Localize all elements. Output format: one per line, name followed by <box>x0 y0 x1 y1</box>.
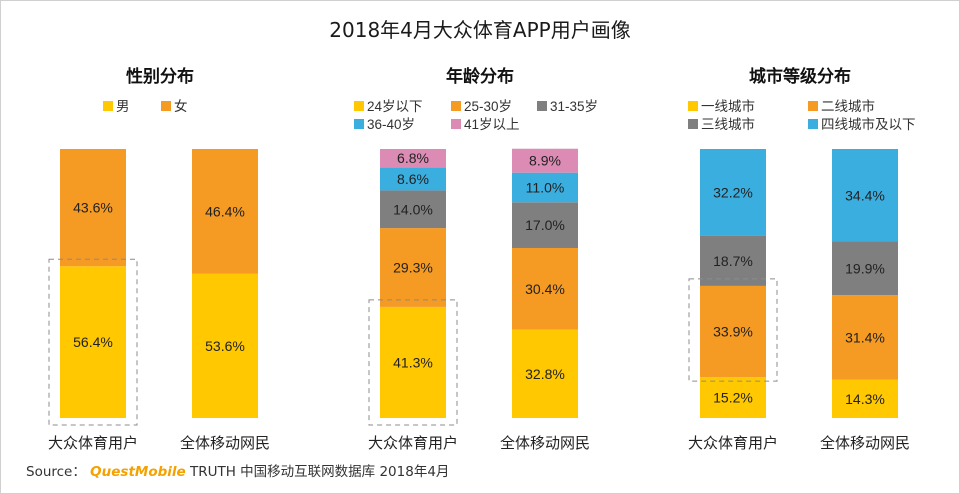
city-data-label-1-3: 34.4% <box>845 187 885 203</box>
age-chart-svg: 24岁以下 25-30岁 31-35岁 36-40岁 41岁以上 41.3% 29.3% 14… <box>354 99 598 452</box>
city-data-label-0-0: 15.2% <box>713 390 753 406</box>
panel-title-age: 年龄分布 <box>446 67 514 87</box>
city-bar-0-seg-0 <box>700 377 766 418</box>
city-data-label-0-2: 18.7% <box>713 253 753 269</box>
gender-data-label-0-0: 56.4% <box>73 334 113 350</box>
city-legend-swatch-0 <box>688 101 698 111</box>
city-bar-0-seg-1 <box>700 285 766 378</box>
age-bar-0-seg-4 <box>380 149 446 168</box>
gender-legend-label-0: 男 <box>116 99 130 114</box>
gender-bar-0-seg-1 <box>60 149 126 267</box>
age-data-label-1-4: 8.9% <box>529 153 561 169</box>
age-highlight-box <box>368 299 458 426</box>
city-category-label-0: 大众体育用户 <box>688 435 778 452</box>
age-category-label-0: 大众体育用户 <box>368 435 458 452</box>
panel-age: 年龄分布 24岁以下 25-30岁 31-35岁 36-40岁 41岁以上 41.3% 29… <box>320 0 640 494</box>
city-legend-swatch-2 <box>688 119 698 129</box>
age-category-label-1: 全体移动网民 <box>500 434 590 452</box>
source-text: TRUTH 中国移动互联网数据库 2018年4月 <box>189 464 450 480</box>
gender-legend-label-1: 女 <box>174 98 188 114</box>
age-legend-label-2: 31-35岁 <box>550 99 598 114</box>
city-bar-1-seg-1 <box>832 295 898 380</box>
source-note: Source： QuestMobile TRUTH 中国移动互联网数据库 201… <box>26 460 449 480</box>
panel-city: 城市等级分布 一线城市 二线城市三线城市 四线城市及以下 15.2% 33.9% 18.7… <box>640 0 960 494</box>
age-bar-1-seg-1 <box>512 247 578 330</box>
age-legend-label-1: 25-30岁 <box>464 99 512 114</box>
city-bar-1-seg-3 <box>832 149 898 242</box>
city-bar-1-seg-0 <box>832 379 898 418</box>
city-bar-1-seg-2 <box>832 241 898 296</box>
age-bar-1-seg-3 <box>512 172 578 203</box>
city-data-label-0-1: 33.9% <box>713 324 753 340</box>
city-data-label-1-1: 31.4% <box>845 329 885 345</box>
age-legend-swatch-2 <box>537 101 547 111</box>
gender-bar-1-seg-0 <box>192 273 258 418</box>
gender-data-label-1-0: 53.6% <box>205 338 245 354</box>
gender-category-label-0: 大众体育用户 <box>48 435 138 452</box>
age-bar-0-seg-2 <box>380 190 446 229</box>
age-data-label-1-0: 32.8% <box>525 366 565 382</box>
source-label: Source： <box>26 464 86 480</box>
age-legend-swatch-4 <box>451 119 461 129</box>
gender-data-label-1-1: 46.4% <box>205 203 245 219</box>
city-highlight-box <box>688 278 778 382</box>
age-legend-swatch-3 <box>354 119 364 129</box>
age-data-label-1-3: 11.0% <box>526 179 565 195</box>
gender-legend-swatch-0 <box>103 101 113 111</box>
age-bar-1-seg-4 <box>512 148 578 173</box>
city-legend-swatch-3 <box>808 119 818 129</box>
city-data-label-1-0: 14.3% <box>845 391 885 407</box>
city-legend-label-2: 三线城市 <box>701 116 755 132</box>
age-data-label-0-3: 8.6% <box>397 171 429 187</box>
age-data-label-0-0: 41.3% <box>393 354 433 370</box>
age-bar-0-seg-0 <box>380 306 446 418</box>
city-category-label-1: 全体移动网民 <box>820 434 910 452</box>
city-bar-0-seg-2 <box>700 235 766 286</box>
age-legend-swatch-0 <box>354 101 364 111</box>
gender-bar-1-seg-1 <box>192 149 258 274</box>
city-data-label-0-3: 32.2% <box>713 184 753 200</box>
age-data-label-0-2: 14.0% <box>393 201 433 217</box>
age-bar-0-seg-3 <box>380 167 446 191</box>
city-legend-label-1: 二线城市 <box>821 98 875 114</box>
age-legend-swatch-1 <box>451 101 461 111</box>
age-data-label-0-4: 6.8% <box>397 150 429 166</box>
source-brand: QuestMobile <box>90 464 186 480</box>
panel-title-gender: 性别分布 <box>126 67 194 87</box>
city-legend-label-3: 四线城市及以下 <box>821 116 916 132</box>
gender-highlight-box <box>48 258 138 426</box>
gender-bar-0-seg-0 <box>60 266 126 418</box>
gender-chart-svg: 男 女 56.4% 43.6% 大众体育用户 53.6% 46.4% 全体移动网民 <box>48 98 270 452</box>
age-data-label-1-1: 30.4% <box>525 281 565 297</box>
age-data-label-0-1: 29.3% <box>393 259 433 275</box>
age-data-label-1-2: 17.0% <box>525 217 565 233</box>
main-title: 2018年4月大众体育APP用户画像 <box>329 18 631 42</box>
age-legend-label-4: 41岁以上 <box>464 117 520 132</box>
age-legend-label-3: 36-40岁 <box>367 117 415 132</box>
age-bar-1-seg-0 <box>512 329 578 418</box>
city-data-label-1-2: 19.9% <box>845 260 885 276</box>
gender-legend-swatch-1 <box>161 101 171 111</box>
panel-gender: 性别分布 男 女 56.4% 43.6% 大众体育用户 53.6% 46.4% 全体移动网民 <box>0 0 320 494</box>
city-legend-swatch-1 <box>808 101 818 111</box>
city-bar-0-seg-3 <box>700 149 766 236</box>
age-bar-1-seg-2 <box>512 202 578 248</box>
age-bar-0-seg-1 <box>380 228 446 307</box>
age-legend-label-0: 24岁以下 <box>367 99 423 114</box>
city-legend-label-0: 一线城市 <box>701 98 755 114</box>
gender-category-label-1: 全体移动网民 <box>180 434 270 452</box>
gender-data-label-0-1: 43.6% <box>73 200 113 216</box>
panel-title-city: 城市等级分布 <box>749 67 851 87</box>
